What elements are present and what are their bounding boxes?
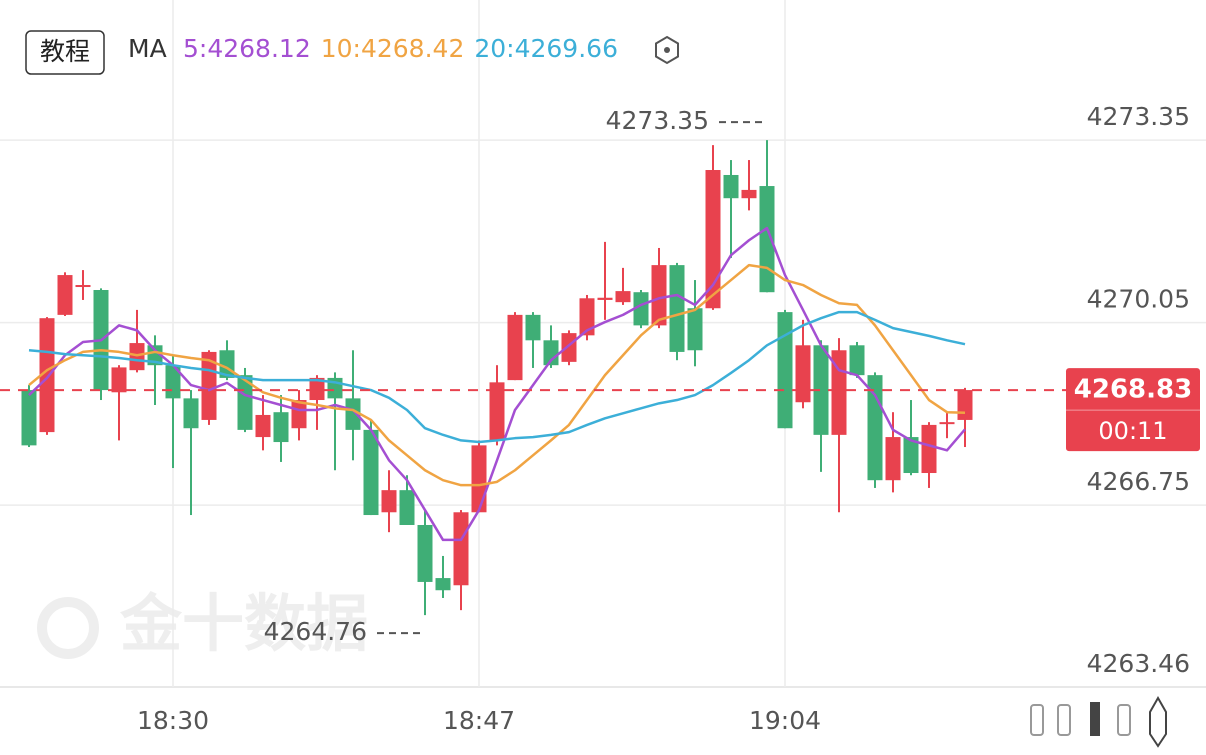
ma-line: [28, 263, 966, 487]
candle-body: [255, 414, 271, 438]
countdown: 00:11: [1098, 417, 1167, 445]
candle-body: [435, 578, 451, 591]
candle-body: [615, 291, 631, 303]
icon: [1030, 704, 1044, 736]
hexagon[interactable]: [655, 35, 679, 65]
candle-body: [849, 345, 865, 376]
candle-body: [957, 390, 973, 420]
candle-body: [147, 345, 163, 366]
candle-body: [471, 445, 487, 513]
icon: [1117, 704, 1131, 736]
y-tick-label: 4263.46: [1087, 649, 1190, 678]
candle-body: [723, 174, 739, 199]
candle-body: [237, 375, 253, 430]
legend-entry: 20:4269.66: [474, 34, 618, 63]
watermark-logo: [37, 597, 99, 659]
legend-value: 4269.66: [515, 34, 618, 63]
candle-body: [921, 424, 937, 474]
candle-body: [777, 312, 793, 429]
legend-entry: 10:4268.42: [321, 34, 465, 63]
legend-name: 20:: [474, 34, 514, 63]
candle-body: [885, 437, 901, 481]
legend-entry: 5:4268.12: [183, 34, 311, 63]
candle-body: [111, 367, 127, 393]
candle-body: [525, 314, 541, 341]
tutorial-button[interactable]: [25, 30, 105, 75]
y-tick-label: 4270.05: [1087, 285, 1190, 314]
current-price: 4268.83: [1074, 375, 1192, 405]
watermark: 金十数据: [119, 587, 368, 660]
candle-body: [345, 398, 361, 430]
candle-body: [579, 298, 595, 336]
y-tick-label: 4273.35: [1087, 102, 1190, 131]
candle-body: [129, 343, 145, 371]
candle-body: [759, 186, 775, 293]
x-tick-label: 18:47: [443, 706, 515, 735]
icon-dot[interactable]: [664, 47, 670, 53]
extreme-label: 4273.35: [606, 106, 709, 135]
icon: [1149, 695, 1167, 748]
icon: [1090, 702, 1100, 736]
candle-body: [705, 170, 721, 309]
extreme-label: 4264.76: [264, 617, 367, 646]
candle-body: [597, 297, 613, 300]
candle-body: [561, 333, 577, 362]
candle-body: [399, 490, 415, 525]
legend-value: 4268.12: [207, 34, 310, 63]
candle-body: [669, 265, 685, 352]
candle-body: [39, 318, 55, 433]
settings-icon[interactable]: [655, 35, 679, 65]
candle-body: [21, 390, 37, 446]
x-tick-label: 18:30: [137, 706, 209, 735]
candle-body: [489, 382, 505, 441]
candle-body: [813, 345, 829, 435]
legend-value: 4268.42: [361, 34, 464, 63]
legend-name: 10:: [321, 34, 361, 63]
candle-body: [741, 189, 757, 199]
indicator-label: MA: [128, 34, 167, 63]
candle-body: [687, 308, 703, 351]
candle-body: [903, 437, 919, 474]
share-icons: [1030, 695, 1167, 748]
candle-body: [291, 400, 307, 429]
candle-body: [417, 524, 433, 582]
candle-body: [543, 340, 559, 366]
legend-name: 5:: [183, 34, 207, 63]
ma-line: [28, 310, 966, 444]
candle-body: [507, 314, 523, 381]
candle-body: [939, 422, 955, 425]
candle-body: [309, 377, 325, 401]
tutorial-label[interactable]: 教程: [40, 37, 90, 66]
candle-body: [651, 265, 667, 326]
candle-body: [57, 275, 73, 315]
candle-body: [75, 285, 91, 288]
y-tick-label: 4266.75: [1087, 467, 1190, 496]
candle-body: [183, 398, 199, 429]
icon: [1057, 704, 1071, 736]
candle-body: [795, 345, 811, 403]
candle-body: [273, 412, 289, 443]
candle-body: [453, 512, 469, 586]
x-tick-label: 19:04: [749, 706, 821, 735]
candle-body: [363, 429, 379, 516]
candle-body: [381, 490, 397, 513]
candle-body: [633, 292, 649, 326]
